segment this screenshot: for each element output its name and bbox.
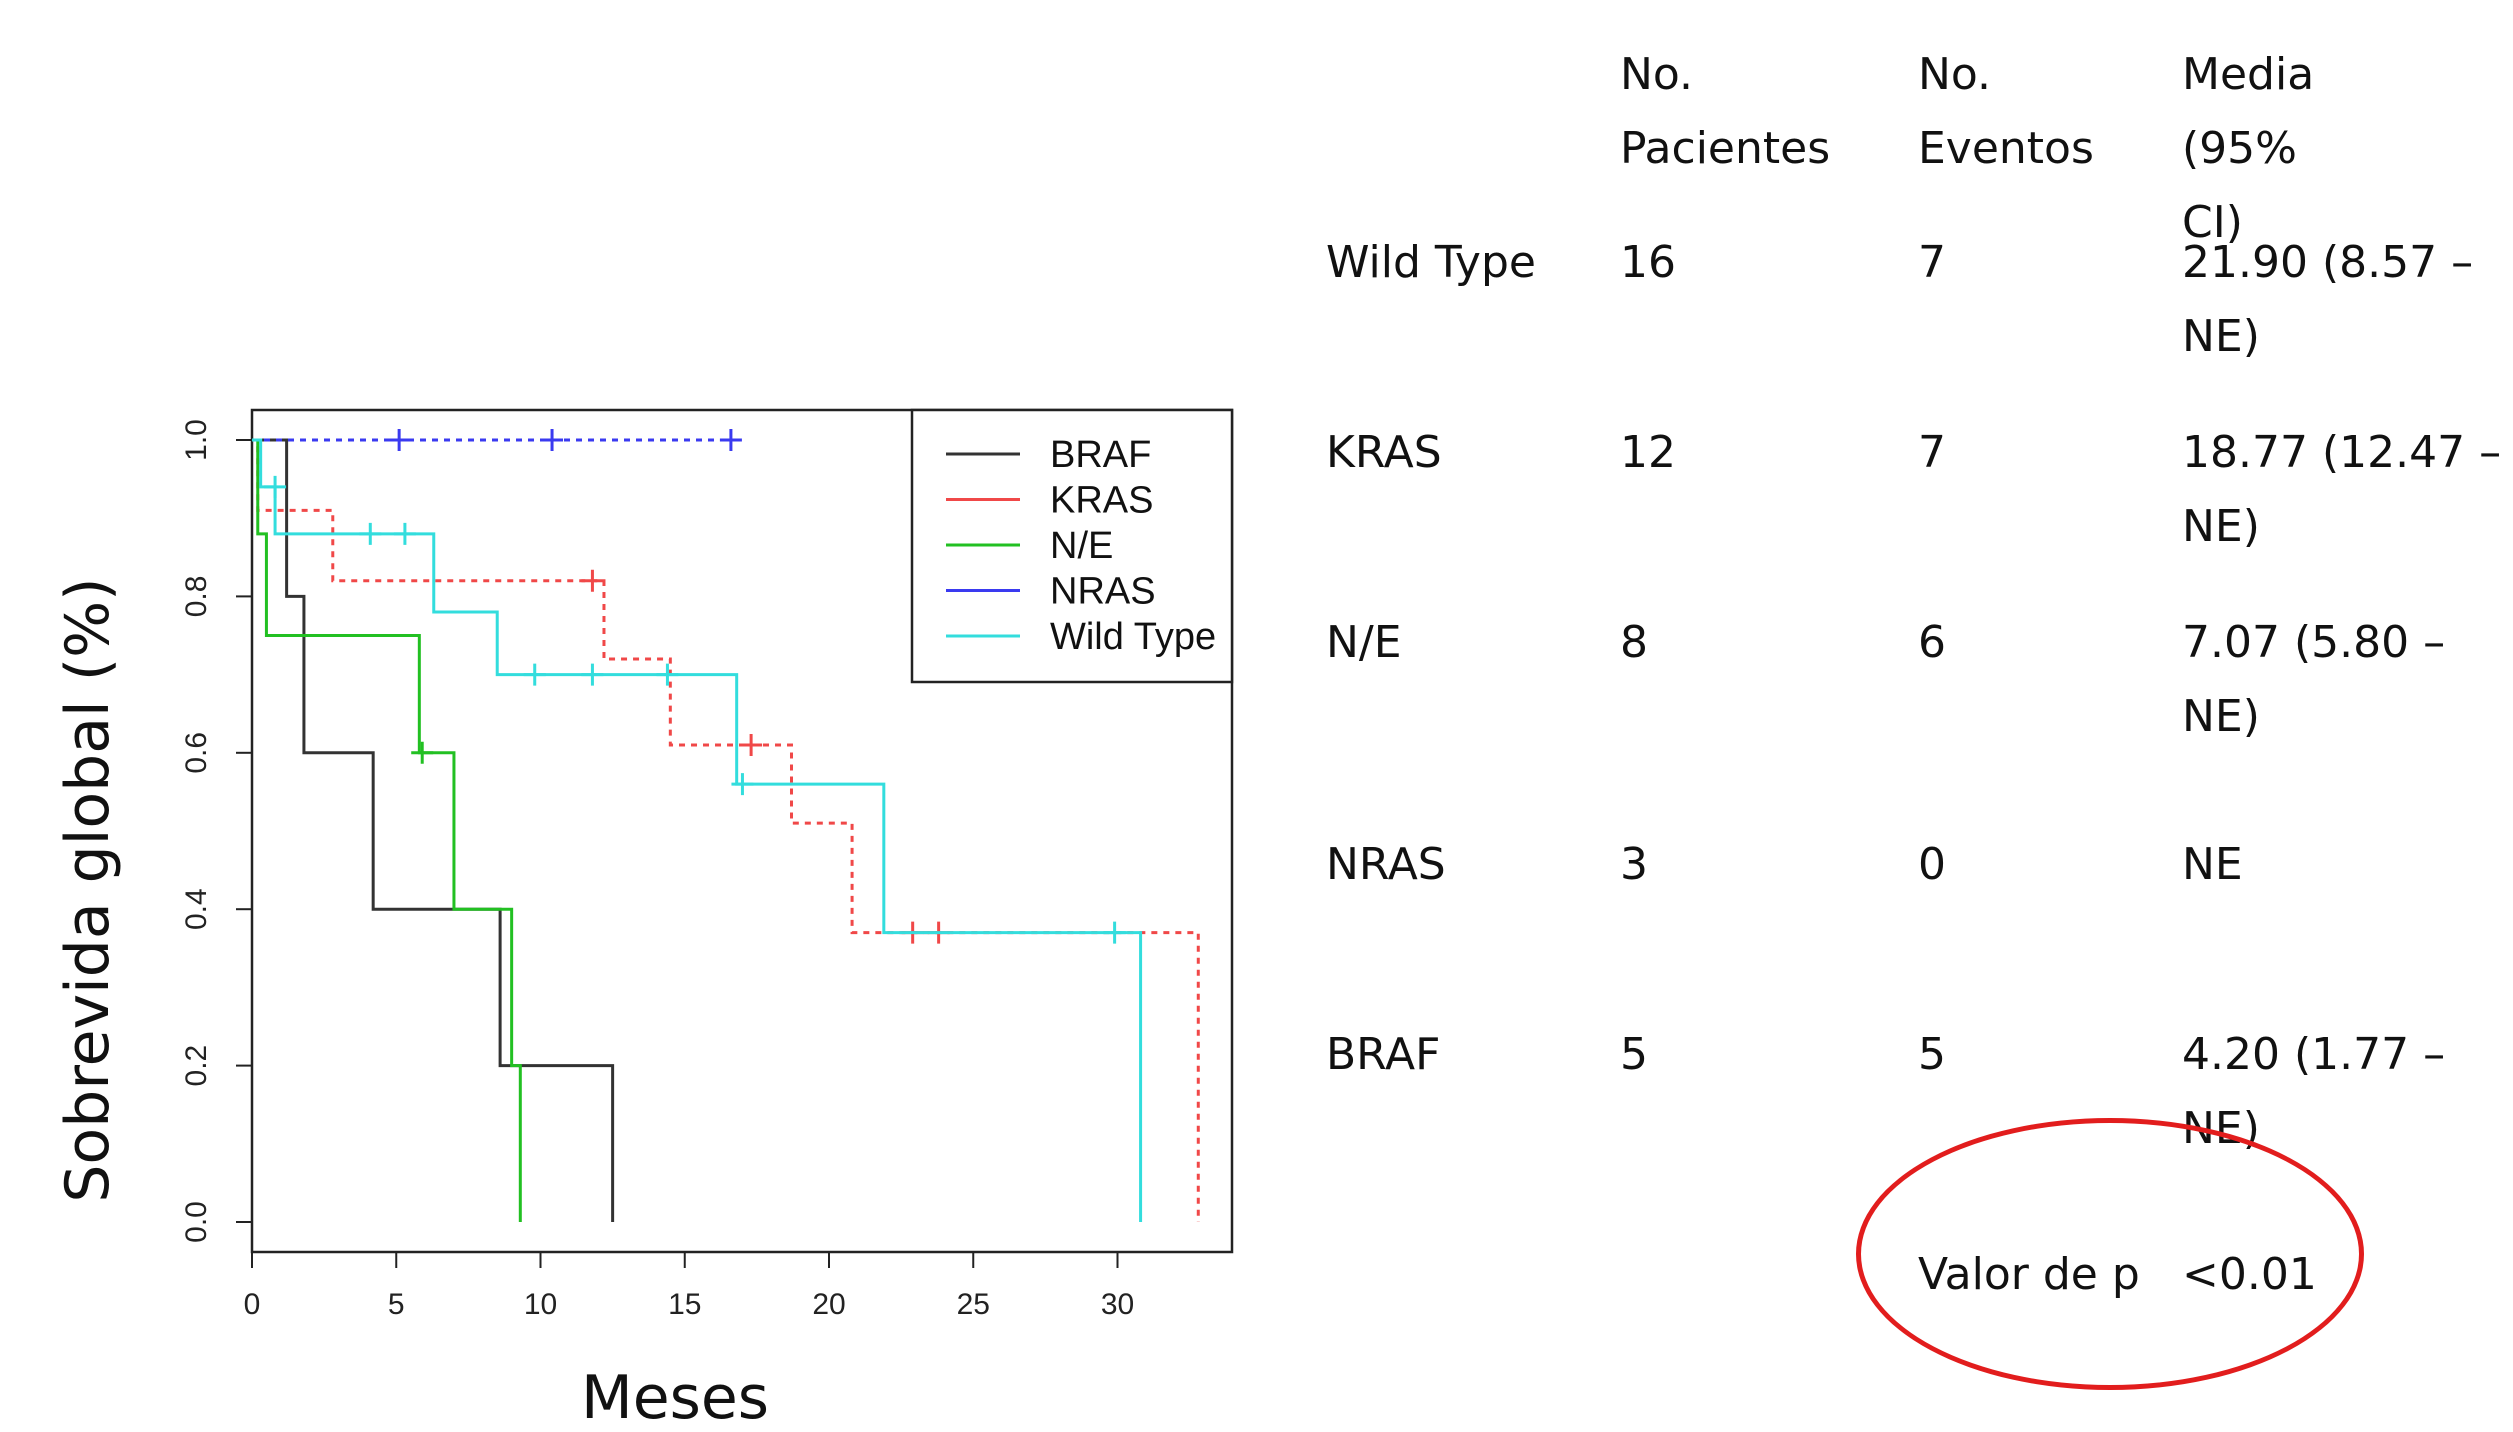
y-tick-label: 0.6 [180,732,213,774]
row-median: 7.07 (5.80 – NE) [2182,617,2446,742]
row-events: 7 [1918,427,1946,478]
km-survival-chart: Sobrevida global (%) Meses 0 5 10 15 20 25 300… [53,408,1234,1432]
series-line-braf [252,438,615,1222]
legend-label-n-e: N/E [1050,525,1113,567]
censor-mark-kras [581,569,604,592]
header-patients-line1: No. [1620,49,1694,100]
y-tick-label: 0.0 [180,1201,213,1243]
plot-frame [250,408,1234,1254]
censor-mark-wild-type [393,522,416,545]
row-group-label: NRAS [1326,839,1446,890]
x-tick-label: 20 [812,1288,845,1321]
x-tick-label: 15 [668,1288,701,1321]
censor-mark-wild-type [656,663,679,686]
legend-label-wild-type: Wild Type [1050,616,1216,658]
censor-mark-wild-type [581,663,604,686]
header-events-line1: No. [1918,49,1992,100]
legend-label-nras: NRAS [1050,571,1156,613]
pvalue-highlight-ellipse [1856,1118,2364,1390]
row-patients: 5 [1620,1029,1648,1080]
y-axis-title: Sobrevida global (%) [53,577,123,1202]
header-patients: No. Pacientes [1620,38,1830,186]
censor-mark-nras [388,429,411,451]
row-median: NE [2182,839,2243,890]
y-tick-label: 0.2 [180,1045,213,1087]
x-tick-label: 25 [957,1288,990,1321]
header-median: Media (95% CI) [2182,38,2314,260]
plot-layer: 0 5 10 15 20 25 30 0.0 0.2 0.4 0.6 0.8 1.0 BRAFKRASN/… [180,408,1234,1321]
censor-mark-wild-type [731,773,754,796]
header-patients-line2: Pacientes [1620,123,1831,174]
x-tick-label: 10 [524,1288,557,1321]
row-group-label: N/E [1326,617,1402,668]
censor-mark-wild-type [264,475,287,498]
row-events: 7 [1918,237,1946,288]
header-events: No. Eventos [1918,38,2094,186]
censor-mark-n-e [411,741,434,764]
row-events: 5 [1918,1029,1946,1080]
header-median-line2: (95% CI) [2182,123,2297,248]
x-tick-label: 5 [388,1288,405,1321]
censor-mark-wild-type [1103,921,1126,944]
x-tick-label: 0 [244,1288,261,1321]
row-group-label: Wild Type [1326,237,1536,288]
censor-mark-nras [541,429,564,451]
row-group-label: BRAF [1326,1029,1441,1080]
series-line-n-e [252,438,522,1222]
censor-mark-wild-type [523,663,546,686]
legend-label-kras: KRAS [1050,480,1153,522]
y-tick-label: 0.4 [180,888,213,930]
row-patients: 3 [1620,839,1648,890]
row-patients: 12 [1620,427,1676,478]
row-patients: 8 [1620,617,1648,668]
censor-mark-nras [719,429,742,451]
row-events: 6 [1918,617,1946,668]
legend-label-braf: BRAF [1050,434,1151,476]
x-axis-title: Meses [581,1363,769,1432]
censor-mark-wild-type [359,522,382,545]
y-tick-label: 1.0 [180,419,213,461]
censor-mark-kras [740,733,763,756]
row-group-label: KRAS [1326,427,1442,478]
x-tick-label: 30 [1101,1288,1134,1321]
header-median-line1: Media [2182,49,2315,100]
row-patients: 16 [1620,237,1676,288]
row-events: 0 [1918,839,1946,890]
y-tick-label: 0.8 [180,576,213,618]
header-events-line2: Eventos [1918,123,2094,174]
row-median: 21.90 (8.57 – NE) [2182,237,2474,362]
row-median: 18.77 (12.47 – NE) [2182,427,2502,552]
series-line-kras [252,438,1200,1222]
